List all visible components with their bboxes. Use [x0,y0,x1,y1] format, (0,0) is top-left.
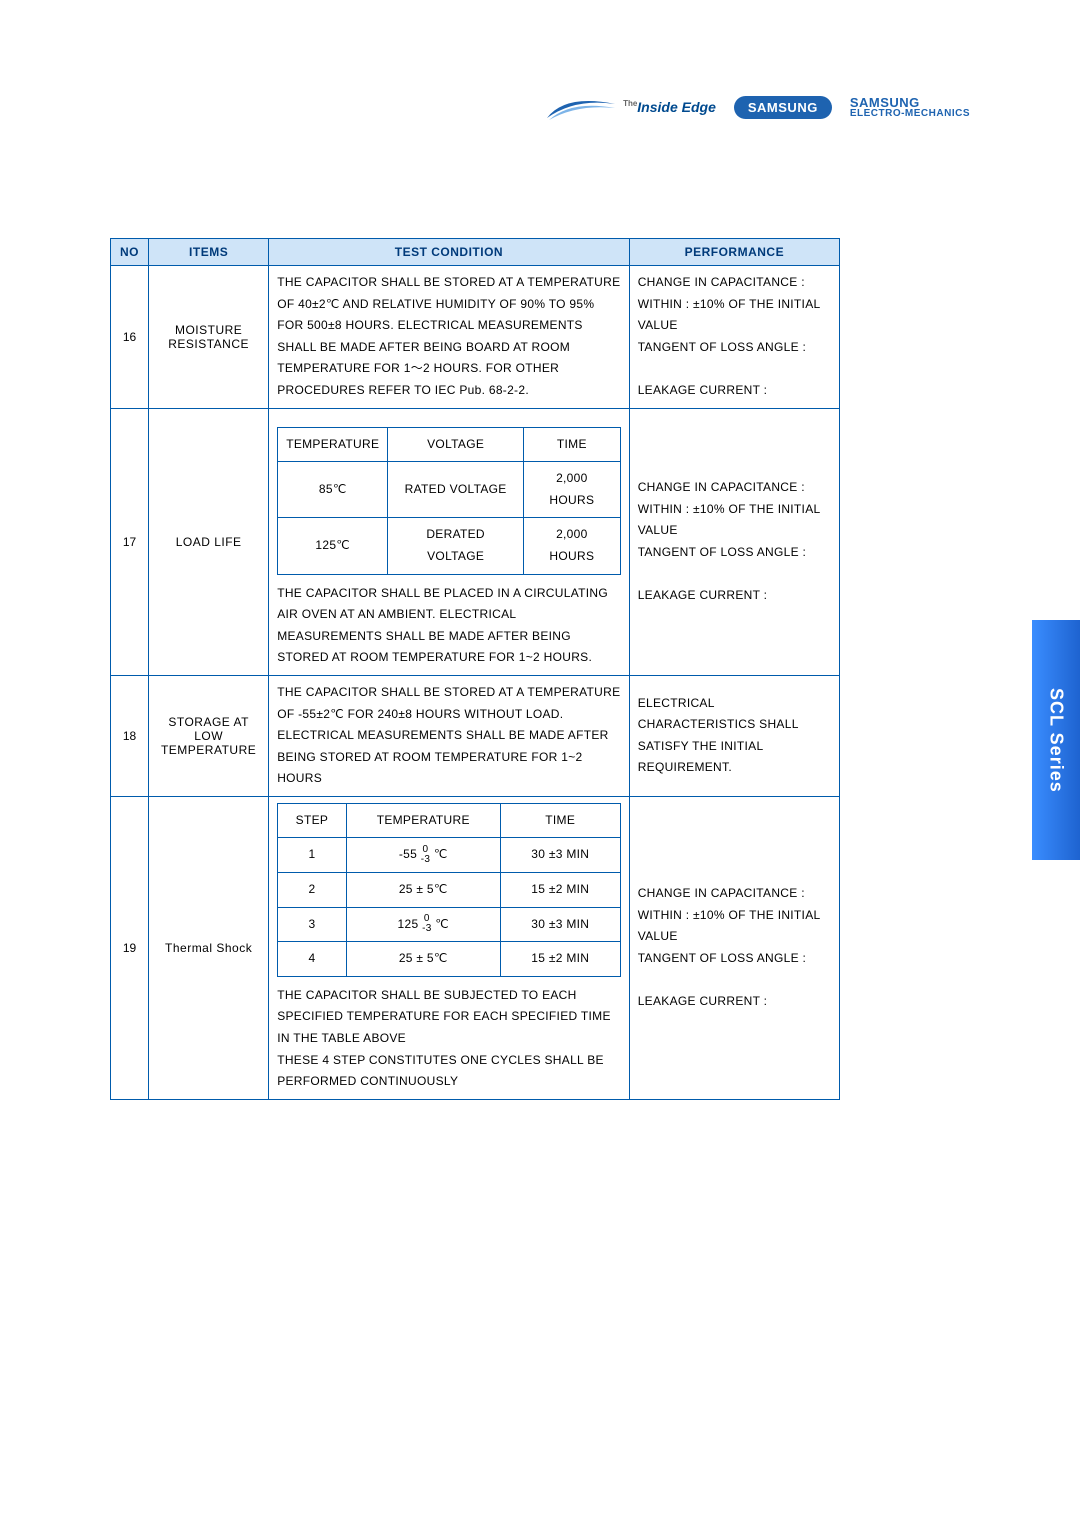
ic: 15 ±2 MIN [500,873,620,908]
ic: 2,000 HOURS [523,518,620,574]
cell-cond: TEMPERATURE VOLTAGE TIME 85℃ RATED VOLTA… [269,408,629,675]
ih-c1: STEP [278,803,346,838]
ic: 25 ± 5℃ [346,873,500,908]
ih-c3: TIME [523,427,620,462]
spec-table: NO ITEMS TEST CONDITION PERFORMANCE 16 M… [110,238,840,1100]
page: TheInside Edge SAMSUNG SAMSUNG ELECTRO-M… [0,0,1080,1528]
swoosh-icon [545,90,617,124]
cell-cond: STEP TEMPERATURE TIME 1 -55 0-3 ℃ 30 ±3 [269,796,629,1099]
cell-perf: CHANGE IN CAPACITANCE : WITHIN : ±10% OF… [629,408,839,675]
ic: 85℃ [278,462,388,518]
ih-c2: TEMPERATURE [346,803,500,838]
inner-table-17: TEMPERATURE VOLTAGE TIME 85℃ RATED VOLTA… [277,427,620,575]
ic: 25 ± 5℃ [346,942,500,977]
perf-text: CHANGE IN CAPACITANCE : WITHIN : ±10% OF… [638,275,820,397]
inner-row: 3 125 0-3 ℃ 30 ±3 MIN [278,907,620,942]
ic: 1 [278,838,346,873]
th-perf: PERFORMANCE [629,239,839,266]
perf-text: CHANGE IN CAPACITANCE : WITHIN : ±10% OF… [638,480,820,602]
cell-perf: ELECTRICAL CHARACTERISTICS SHALL SATISFY… [629,675,839,796]
cell-item: LOAD LIFE [149,408,269,675]
perf-text: ELECTRICAL CHARACTERISTICS SHALL SATISFY… [638,696,799,775]
cond-text: THE CAPACITOR SHALL BE PLACED IN A CIRCU… [277,583,620,669]
cell-item: MOISTURE RESISTANCE [149,266,269,409]
table-row: 19 Thermal Shock STEP TEMPERATURE TIME 1… [111,796,840,1099]
table-row: 16 MOISTURE RESISTANCE THE CAPACITOR SHA… [111,266,840,409]
inner-row: 1 -55 0-3 ℃ 30 ±3 MIN [278,838,620,873]
bot: -3 [421,855,431,865]
pre: 125 [398,917,419,931]
tolerance-frac: 0-3 [422,914,432,934]
table-row: 18 STORAGE AT LOW TEMPERATURE THE CAPACI… [111,675,840,796]
ih-c3: TIME [500,803,620,838]
inner-row: 85℃ RATED VOLTAGE 2,000 HOURS [278,462,620,518]
ic: RATED VOLTAGE [388,462,524,518]
cond-text: THE CAPACITOR SHALL BE STORED AT A TEMPE… [277,272,620,402]
logo-inside-edge-text: TheInside Edge [623,99,716,115]
cell-perf: CHANGE IN CAPACITANCE : WITHIN : ±10% OF… [629,796,839,1099]
ic: 125 0-3 ℃ [346,907,500,942]
logo-samsung-em: SAMSUNG ELECTRO-MECHANICS [850,96,970,119]
cell-no: 19 [111,796,149,1099]
inner-header-row: STEP TEMPERATURE TIME [278,803,620,838]
unit: ℃ [435,917,449,931]
th-items: ITEMS [149,239,269,266]
table-header-row: NO ITEMS TEST CONDITION PERFORMANCE [111,239,840,266]
spec-table-wrap: NO ITEMS TEST CONDITION PERFORMANCE 16 M… [110,238,840,1100]
cell-no: 17 [111,408,149,675]
ic: DERATED VOLTAGE [388,518,524,574]
ic: 2 [278,873,346,908]
series-side-tab: SCL Series [1032,620,1080,860]
ic: 30 ±3 MIN [500,838,620,873]
cell-cond: THE CAPACITOR SHALL BE STORED AT A TEMPE… [269,675,629,796]
ic: 125℃ [278,518,388,574]
ih-c2: VOLTAGE [388,427,524,462]
cell-no: 16 [111,266,149,409]
header-logos: TheInside Edge SAMSUNG SAMSUNG ELECTRO-M… [545,90,970,124]
tolerance-frac: 0-3 [421,845,431,865]
cell-no: 18 [111,675,149,796]
cell-item: STORAGE AT LOW TEMPERATURE [149,675,269,796]
edge-main: Inside Edge [637,99,716,115]
th-cond: TEST CONDITION [269,239,629,266]
inner-header-row: TEMPERATURE VOLTAGE TIME [278,427,620,462]
inner-row: 125℃ DERATED VOLTAGE 2,000 HOURS [278,518,620,574]
logo-inside-edge: TheInside Edge [545,90,716,124]
cell-perf: CHANGE IN CAPACITANCE : WITHIN : ±10% OF… [629,266,839,409]
ic: 2,000 HOURS [523,462,620,518]
edge-prefix: The [623,99,637,108]
cell-cond: THE CAPACITOR SHALL BE STORED AT A TEMPE… [269,266,629,409]
cond-text: THE CAPACITOR SHALL BE STORED AT A TEMPE… [277,685,620,785]
pre: -55 [399,847,417,861]
ic: 15 ±2 MIN [500,942,620,977]
unit: ℃ [434,847,448,861]
cond-text: THE CAPACITOR SHALL BE SUBJECTED TO EACH… [277,985,620,1093]
logo-samsung-pill: SAMSUNG [734,96,832,119]
bot: -3 [422,924,432,934]
th-no: NO [111,239,149,266]
table-row: 17 LOAD LIFE TEMPERATURE VOLTAGE TIME 85… [111,408,840,675]
inner-row: 2 25 ± 5℃ 15 ±2 MIN [278,873,620,908]
perf-text: CHANGE IN CAPACITANCE : WITHIN : ±10% OF… [638,886,820,1008]
inner-row: 4 25 ± 5℃ 15 ±2 MIN [278,942,620,977]
series-label: SCL Series [1046,688,1067,793]
sem-bottom: ELECTRO-MECHANICS [850,109,970,119]
inner-table-19: STEP TEMPERATURE TIME 1 -55 0-3 ℃ 30 ±3 [277,803,620,977]
ih-c1: TEMPERATURE [278,427,388,462]
ic: 30 ±3 MIN [500,907,620,942]
sem-top: SAMSUNG [850,96,970,109]
ic: -55 0-3 ℃ [346,838,500,873]
ic: 4 [278,942,346,977]
ic: 3 [278,907,346,942]
cell-item: Thermal Shock [149,796,269,1099]
